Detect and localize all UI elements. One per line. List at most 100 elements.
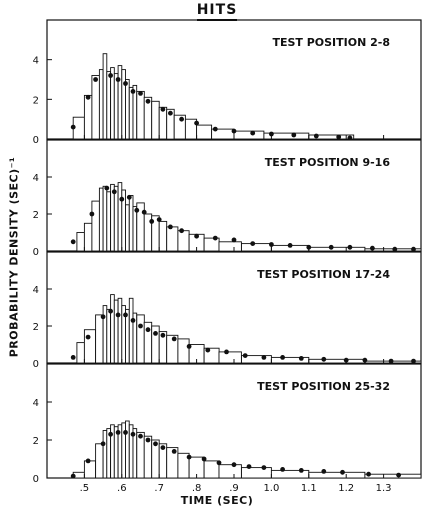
predicted-point: [85, 458, 91, 464]
x-tick-label: .9: [229, 483, 239, 494]
predicted-point: [313, 133, 319, 139]
predicted-point: [145, 98, 151, 104]
predicted-point: [70, 355, 76, 360]
histogram-bar: [158, 106, 168, 140]
predicted-point: [70, 124, 76, 130]
histogram-bar: [117, 65, 123, 140]
histogram-bar: [110, 67, 115, 140]
predicted-point: [269, 131, 274, 137]
predicted-point: [123, 430, 128, 435]
panel-title: TEST POSITION 9-16: [265, 156, 391, 169]
predicted-point: [216, 460, 222, 466]
histogram-bar: [233, 130, 265, 140]
predicted-point: [231, 237, 237, 243]
histogram-bar: [125, 79, 130, 140]
histogram-bar: [128, 195, 134, 252]
predicted-point: [280, 467, 285, 472]
histogram-bar: [95, 443, 104, 479]
predicted-point: [119, 196, 125, 202]
y-tick-label: 4: [33, 173, 39, 184]
predicted-point: [134, 207, 140, 213]
histogram-bar: [136, 314, 145, 364]
histogram-bar: [128, 86, 134, 140]
histogram-bar: [136, 431, 145, 479]
histogram-bar: [102, 185, 108, 252]
x-tick-label: 1.1: [301, 483, 317, 494]
histogram-bar: [177, 338, 190, 364]
predicted-point: [160, 332, 166, 338]
panel-title: TEST POSITION 2-8: [272, 36, 390, 49]
histogram-bar: [166, 226, 179, 252]
predicted-point: [396, 472, 401, 478]
y-tick-label: 2: [33, 210, 39, 221]
histogram-bar: [117, 297, 123, 364]
predicted-point: [149, 219, 155, 224]
histogram-bar: [106, 191, 111, 252]
histogram-bar: [125, 308, 130, 364]
predicted-point: [340, 469, 345, 475]
x-tick-label: 1.2: [338, 483, 354, 494]
predicted-point: [250, 241, 256, 247]
predicted-point: [153, 441, 158, 447]
panel-title: TEST POSITION 17-24: [257, 268, 390, 281]
x-tick-label: .8: [192, 483, 202, 494]
predicted-point: [123, 81, 128, 86]
histogram-bar: [76, 232, 85, 252]
histogram-bar: [91, 200, 100, 252]
histogram-bar: [218, 351, 242, 364]
histogram-bar: [117, 182, 123, 252]
predicted-point: [321, 469, 327, 474]
predicted-point: [321, 356, 327, 362]
predicted-point: [370, 245, 375, 251]
predicted-point: [298, 356, 304, 361]
predicted-point: [194, 120, 200, 126]
histogram-bar: [83, 94, 93, 140]
predicted-point: [115, 77, 121, 82]
histogram-bar: [121, 69, 126, 140]
predicted-point: [171, 449, 177, 454]
histogram-bar: [106, 308, 111, 364]
predicted-point: [138, 91, 143, 96]
histogram-bar: [308, 471, 366, 479]
predicted-point: [168, 110, 173, 116]
predicted-point: [205, 347, 211, 353]
predicted-point: [85, 94, 91, 100]
predicted-point: [156, 217, 162, 223]
predicted-point: [145, 327, 151, 333]
histogram-bar: [98, 69, 104, 140]
predicted-point: [388, 358, 394, 364]
predicted-point: [108, 431, 113, 437]
predicted-point: [141, 209, 147, 215]
predicted-point: [411, 246, 416, 252]
predicted-point: [179, 228, 185, 234]
x-tick-label: .5: [80, 483, 90, 494]
predicted-point: [93, 77, 98, 82]
predicted-point: [126, 194, 132, 200]
x-axis-label: TIME (SEC): [180, 494, 254, 507]
x-tick-label: .7: [154, 483, 164, 494]
y-tick-label: 0: [33, 359, 39, 370]
histogram-bar: [218, 464, 242, 479]
predicted-point: [328, 244, 334, 250]
predicted-point: [108, 73, 113, 78]
histogram-bar: [110, 294, 115, 364]
predicted-point: [160, 445, 166, 450]
predicted-point: [242, 353, 248, 358]
predicted-point: [261, 465, 267, 470]
histogram-bar: [98, 187, 104, 252]
x-tick-label: 1.3: [376, 483, 392, 494]
histogram-bar: [128, 297, 134, 364]
histogram-bar: [196, 124, 213, 140]
predicted-point: [138, 323, 143, 329]
histogram-bar: [241, 243, 272, 252]
predicted-point: [130, 318, 136, 323]
histogram-bar: [308, 358, 366, 364]
predicted-point: [298, 468, 304, 473]
histogram-bar: [203, 237, 220, 252]
histogram-bar: [110, 183, 115, 252]
predicted-point: [201, 456, 207, 462]
histogram-bar: [177, 230, 190, 252]
y-tick-label: 4: [33, 285, 39, 296]
predicted-point: [269, 242, 274, 247]
